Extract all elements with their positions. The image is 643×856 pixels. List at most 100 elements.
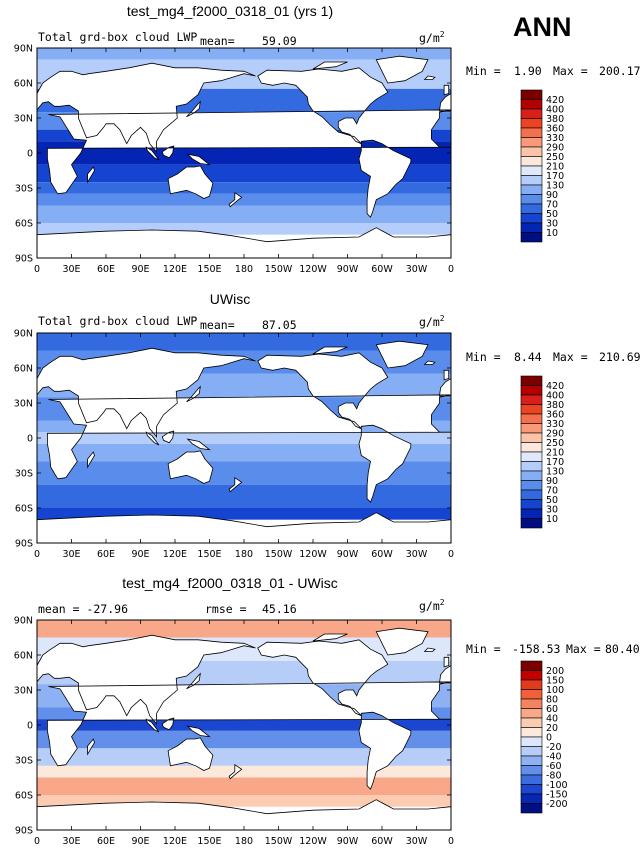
y-tick-label: 0 — [27, 721, 33, 732]
contour-band — [37, 193, 451, 206]
x-tick-label: 150E — [197, 549, 221, 560]
colorbar-swatch — [520, 717, 543, 728]
colorbar-label: 210 — [546, 161, 564, 172]
x-tick-label: 90E — [131, 264, 149, 275]
panel-2-map: 0 30E 60E 90E 120E 150E 180 150W 120W 90W 60W 30W 09… — [14, 329, 454, 561]
colorbar-label: 290 — [546, 428, 564, 439]
colorbar-swatch — [520, 518, 543, 529]
panel-3-max-value: 80.40 — [605, 642, 640, 656]
y-tick-label: 90N — [14, 44, 33, 55]
panel-1-max-label: Max = — [553, 64, 588, 78]
colorbar-label: 200 — [546, 666, 564, 677]
y-tick-label: 90S — [15, 826, 33, 837]
contour-band — [37, 182, 451, 194]
x-tick-label: 90W — [337, 836, 359, 847]
colorbar-label: -80 — [546, 770, 562, 781]
x-tick-label: 0 — [448, 836, 454, 847]
panel-3-mean-label: mean = -27.96 — [38, 602, 129, 616]
x-tick-label: 60E — [97, 549, 115, 560]
x-tick-label: 120E — [163, 836, 187, 847]
panel-3-title: test_mg4_f2000_0318_01 - UWisc — [122, 575, 338, 591]
panel-2-mean-value: 87.05 — [262, 318, 297, 332]
colorbar-swatch — [520, 175, 543, 186]
colorbar-swatch — [520, 470, 543, 481]
colorbar-label: 100 — [546, 685, 564, 696]
colorbar-label: 380 — [546, 400, 564, 411]
panel-3-rmse-value: 45.16 — [262, 602, 297, 616]
x-tick-label: 60W — [371, 836, 393, 847]
season-label: ANN — [513, 12, 572, 42]
colorbar-label: 60 — [546, 704, 558, 715]
x-tick-label: 150W — [265, 549, 293, 560]
colorbar-label: 30 — [546, 504, 558, 515]
panel-3-min-label: Min = — [466, 642, 501, 656]
colorbar-swatch — [520, 146, 543, 157]
x-tick-label: 180 — [235, 549, 253, 560]
colorbar-label: 360 — [546, 123, 564, 134]
colorbar-label: 0 — [546, 732, 552, 743]
y-tick-label: 90N — [14, 616, 33, 627]
x-tick-label: 90W — [337, 549, 359, 560]
x-tick-label: 90W — [337, 264, 359, 275]
colorbar-label: 330 — [546, 133, 564, 144]
colorbar-swatch — [520, 451, 543, 462]
colorbar-swatch — [520, 746, 543, 757]
contour-band — [37, 508, 451, 520]
colorbar-label: 400 — [546, 104, 564, 115]
panel-1-map: 0 30E 60E 90E 120E 150E 180 150W 120W 90W 60W 30W 09… — [14, 44, 454, 276]
y-tick-label: 30S — [15, 469, 33, 480]
colorbar-swatch — [520, 774, 543, 785]
x-tick-label: 60E — [97, 264, 115, 275]
colorbar-label: 170 — [546, 171, 564, 182]
x-tick-label: 30W — [406, 836, 428, 847]
colorbar-swatch — [520, 689, 543, 700]
x-tick-label: 120W — [299, 836, 327, 847]
x-tick-label: 30E — [62, 264, 80, 275]
coastline — [37, 340, 451, 543]
y-tick-label: 30N — [14, 399, 33, 410]
contour-band — [37, 484, 451, 508]
x-tick-label: 120E — [163, 264, 187, 275]
panel-1-units: g/m2 — [419, 30, 445, 45]
colorbar-swatch — [520, 765, 543, 776]
colorbar-label: 130 — [546, 466, 564, 477]
colorbar-label: 170 — [546, 457, 564, 468]
colorbar-swatch — [520, 793, 543, 804]
panel-2-min-label: Min = — [466, 350, 501, 364]
colorbar-swatch — [520, 156, 543, 167]
colorbar-label: -100 — [546, 780, 568, 791]
colorbar-label: -60 — [546, 761, 562, 772]
y-tick-label: 0 — [27, 149, 33, 160]
panel-3-min-value: -158.53 — [512, 642, 561, 656]
x-tick-label: 0 — [34, 264, 40, 275]
contour-band — [37, 432, 451, 444]
panel-2-max-label: Max = — [553, 350, 588, 364]
colorbar-swatch — [520, 184, 543, 195]
y-tick-label: 30S — [15, 184, 33, 195]
y-tick-label: 30N — [14, 686, 33, 697]
colorbar-swatch — [520, 394, 543, 405]
panel-1-min-label: Min = — [466, 64, 501, 78]
y-tick-label: 90S — [15, 254, 33, 265]
colorbar-label: 70 — [546, 199, 558, 210]
colorbar-label: 420 — [546, 381, 564, 392]
colorbar-label: 10 — [546, 514, 558, 525]
colorbar-swatch — [520, 508, 543, 519]
colorbar-swatch — [520, 489, 543, 500]
colorbar-label: 70 — [546, 485, 558, 496]
colorbar-swatch — [520, 222, 543, 233]
y-tick-label: 90N — [14, 329, 33, 340]
y-tick-label: 30S — [15, 756, 33, 767]
x-tick-label: 150E — [197, 264, 221, 275]
panel-1-min-value: 1.90 — [514, 64, 542, 78]
x-tick-label: 60W — [371, 549, 393, 560]
colorbar-swatch — [520, 461, 543, 472]
panel-3-rmse-label: rmse = — [205, 602, 247, 616]
colorbar-swatch — [520, 404, 543, 415]
colorbar-swatch — [520, 708, 543, 719]
contour-band — [37, 443, 451, 462]
colorbar-label: 250 — [546, 438, 564, 449]
colorbar-swatch — [520, 127, 543, 138]
colorbar-label: 210 — [546, 447, 564, 458]
